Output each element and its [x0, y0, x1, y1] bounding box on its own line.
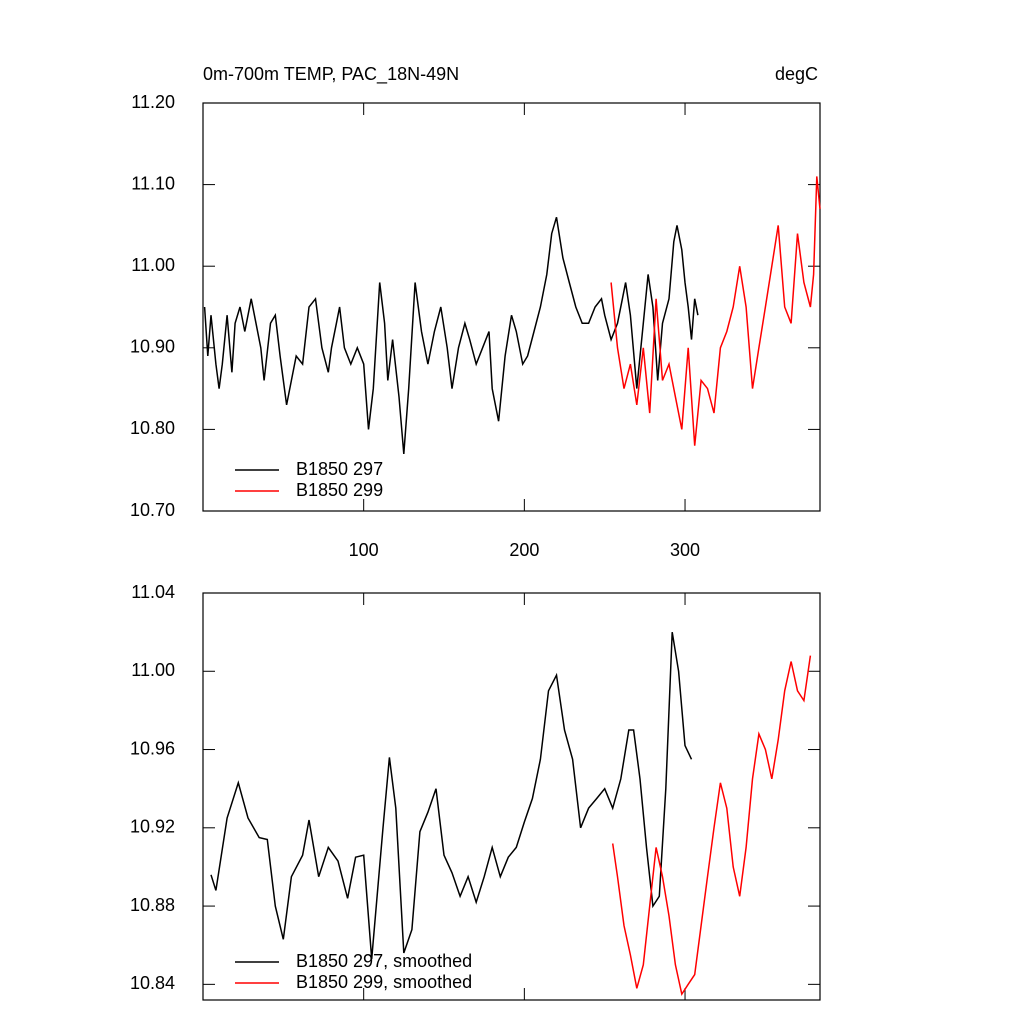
- y-tick-label: 11.10: [131, 173, 175, 193]
- legend-label: B1850 299, smoothed: [296, 972, 472, 992]
- y-tick-label: 10.92: [130, 817, 175, 837]
- data-line: [611, 655, 812, 997]
- y-tick-label: 10.70: [130, 500, 175, 520]
- y-tick-label: 10.88: [130, 895, 175, 915]
- y-tick-label: 10.90: [130, 337, 175, 357]
- y-tick-label: 11.20: [131, 92, 175, 112]
- plot-frame: [202, 102, 821, 512]
- x-tick-label: 300: [670, 540, 700, 560]
- legend-label: B1850 299: [296, 480, 383, 500]
- units-label: degC: [775, 64, 818, 84]
- x-tick-label: 100: [349, 540, 379, 560]
- y-tick-label: 10.96: [130, 738, 175, 758]
- legend-label: B1850 297: [296, 459, 383, 479]
- data-line: [610, 176, 821, 446]
- chart-title: 0m-700m TEMP, PAC_18N-49N: [203, 64, 459, 85]
- x-tick-label: 200: [509, 540, 539, 560]
- plot-frame: [202, 592, 821, 1001]
- y-tick-label: 11.00: [131, 255, 175, 275]
- data-line: [210, 631, 693, 959]
- y-tick-label: 10.84: [130, 973, 175, 993]
- y-tick-label: 10.80: [130, 418, 175, 438]
- y-tick-label: 11.04: [131, 582, 175, 602]
- data-line: [203, 216, 699, 454]
- legend-label: B1850 297, smoothed: [296, 951, 472, 971]
- y-tick-label: 11.00: [131, 660, 175, 680]
